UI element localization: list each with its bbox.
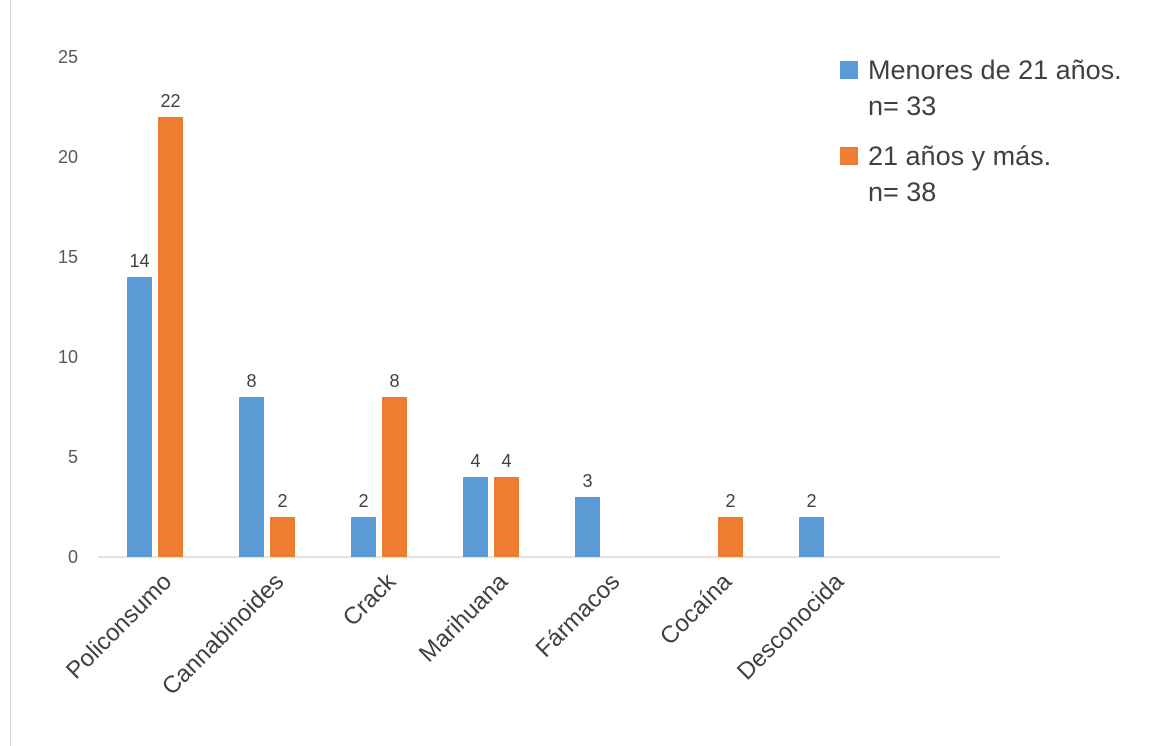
bar-marihuana-21-and-over bbox=[494, 477, 519, 557]
chart-frame-line bbox=[10, 0, 11, 746]
bar-cannabinoides-21-and-over bbox=[270, 517, 295, 557]
data-label-marihuana-under-21: 4 bbox=[470, 451, 480, 471]
bar-desconocida-under-21 bbox=[799, 517, 824, 557]
y-tick-label-1: 5 bbox=[68, 447, 78, 467]
x-category-label-crack: Crack bbox=[338, 567, 402, 631]
data-label-policonsumo-under-21: 14 bbox=[129, 251, 149, 271]
data-label-crack-under-21: 2 bbox=[358, 491, 368, 511]
y-tick-label-2: 10 bbox=[58, 347, 78, 367]
data-label-desconocida-under-21: 2 bbox=[806, 491, 816, 511]
bar-marihuana-under-21 bbox=[463, 477, 488, 557]
y-tick-label-3: 15 bbox=[58, 247, 78, 267]
x-category-label-policonsumo: Policonsumo bbox=[61, 568, 177, 684]
y-tick-label-0: 0 bbox=[68, 547, 78, 567]
x-category-label-desconocida: Desconocida bbox=[732, 568, 850, 686]
bar-policonsumo-under-21 bbox=[127, 277, 152, 557]
legend-count-21-and-over: n= 38 bbox=[868, 177, 937, 207]
y-tick-label-5: 25 bbox=[58, 47, 78, 67]
y-tick-label-4: 20 bbox=[58, 147, 78, 167]
bar-crack-21-and-over bbox=[382, 397, 407, 557]
legend-item-under-21: Menores de 21 años. n= 33 bbox=[840, 52, 1145, 124]
data-label-cannabinoides-under-21: 8 bbox=[246, 371, 256, 391]
legend-label-21-and-over: 21 años y más. bbox=[868, 141, 1052, 171]
bar-farmacos-under-21 bbox=[575, 497, 600, 557]
legend-label-under-21: Menores de 21 años. bbox=[868, 55, 1122, 85]
x-category-label-marihuana: Marihuana bbox=[414, 568, 514, 668]
legend-swatch-21-and-over bbox=[840, 147, 858, 165]
x-category-label-cannabinoides: Cannabinoides bbox=[157, 568, 289, 700]
bar-policonsumo-21-and-over bbox=[158, 117, 183, 557]
data-label-cannabinoides-21-and-over: 2 bbox=[277, 491, 287, 511]
data-label-farmacos-under-21: 3 bbox=[582, 471, 592, 491]
data-label-policonsumo-21-and-over: 22 bbox=[160, 91, 180, 111]
data-label-crack-21-and-over: 8 bbox=[389, 371, 399, 391]
data-label-cocaina-21-and-over: 2 bbox=[725, 491, 735, 511]
x-category-label-farmacos: Fármacos bbox=[531, 568, 626, 663]
legend-count-under-21: n= 33 bbox=[868, 91, 937, 121]
legend-item-21-and-over: 21 años y más. n= 38 bbox=[840, 138, 1145, 210]
bar-cannabinoides-under-21 bbox=[239, 397, 264, 557]
x-category-label-cocaina: Cocaína bbox=[655, 568, 738, 651]
legend: Menores de 21 años. n= 33 21 años y más.… bbox=[840, 52, 1145, 224]
bar-cocaina-21-and-over bbox=[718, 517, 743, 557]
legend-swatch-under-21 bbox=[840, 61, 858, 79]
bar-crack-under-21 bbox=[351, 517, 376, 557]
data-label-marihuana-21-and-over: 4 bbox=[501, 451, 511, 471]
